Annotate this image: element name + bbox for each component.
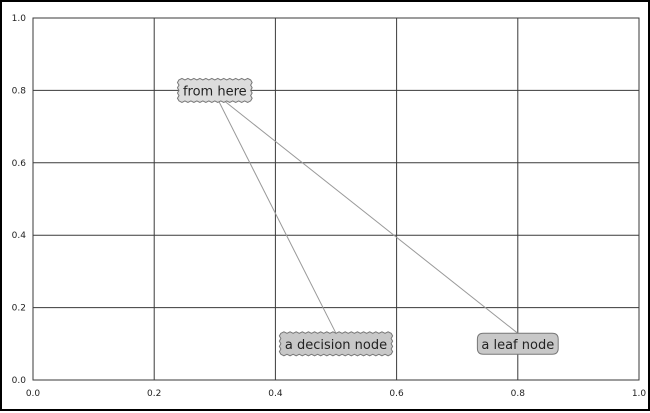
- grid-lines: [32, 17, 640, 381]
- x-tick-label: 0.2: [147, 389, 161, 399]
- from-here-box: [176, 77, 253, 103]
- x-tick-label: 0.4: [268, 389, 283, 399]
- from-here-node: from here: [176, 77, 253, 103]
- from-here-label: from here: [183, 84, 247, 99]
- arrow-from-here-to-decision-node: [214, 93, 337, 334]
- decision-node-label: a decision node: [285, 338, 387, 353]
- nodes: from here a decision node a leaf node: [176, 77, 559, 357]
- y-tick-label: 0.0: [12, 376, 27, 386]
- x-tick-label: 0.0: [26, 389, 41, 399]
- leaf-node-label: a leaf node: [481, 338, 554, 353]
- y-tick-label: 0.8: [12, 86, 27, 96]
- y-tick-label: 1.0: [12, 14, 27, 24]
- y-tick-label: 0.4: [12, 231, 27, 241]
- tick-labels: 0.0 0.2 0.4 0.6 0.8 1.0 0.0 0.2 0.4 0.6 0.8 1.0: [12, 14, 647, 399]
- leaf-node-node: a leaf node: [476, 332, 559, 355]
- y-tick-label: 0.2: [12, 304, 26, 314]
- x-tick-label: 0.6: [389, 389, 404, 399]
- x-tick-label: 0.8: [511, 389, 526, 399]
- decision-node-box: [278, 331, 394, 357]
- plot-area-border: [32, 17, 640, 381]
- leaf-node-box: [476, 332, 559, 355]
- y-tick-label: 0.6: [12, 159, 27, 169]
- x-tick-label: 1.0: [632, 389, 647, 399]
- arrow-from-here-to-leaf-node: [214, 93, 519, 334]
- decision-node-node: a decision node: [278, 331, 394, 357]
- arrows: [214, 93, 519, 334]
